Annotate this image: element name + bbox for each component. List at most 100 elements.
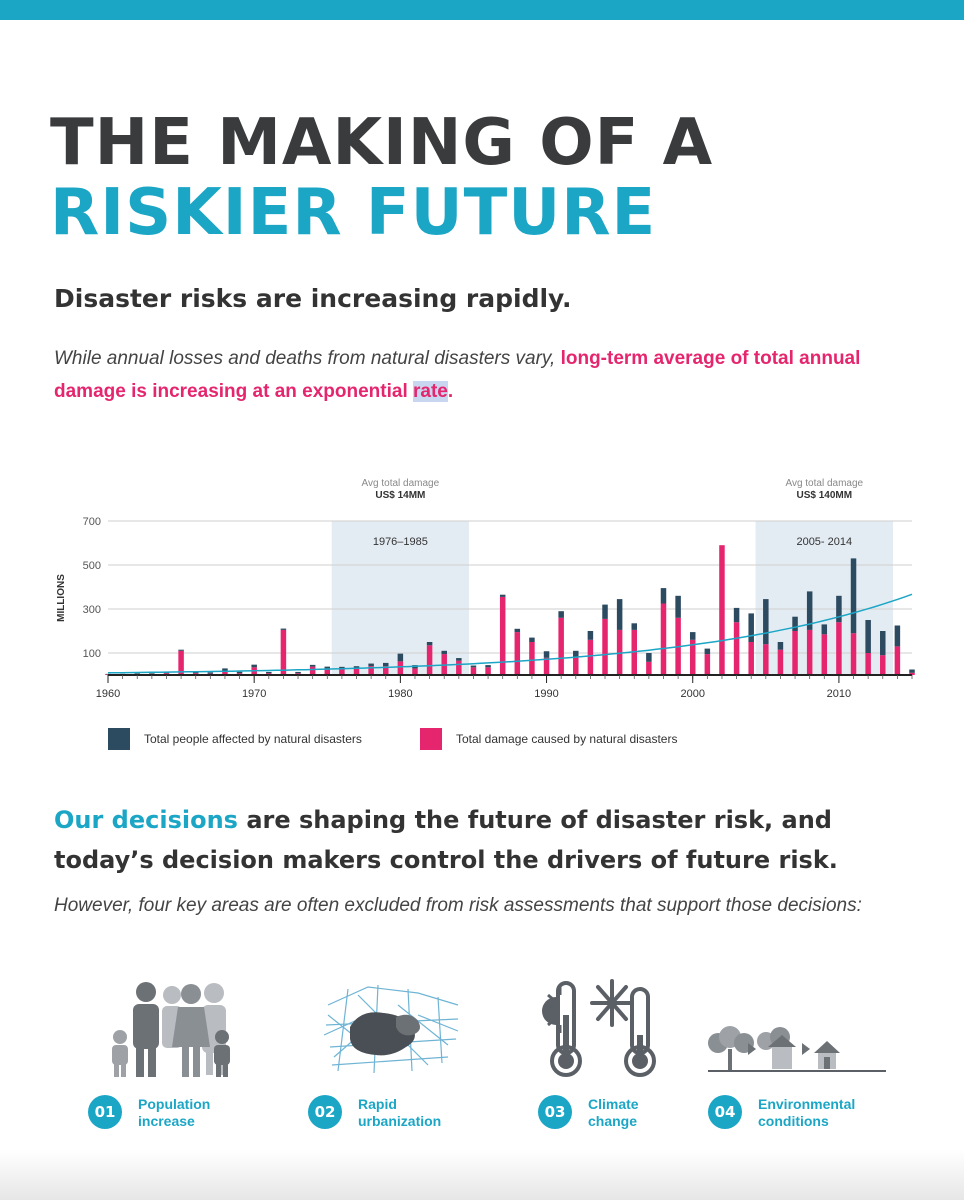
legend-damage-label: Total damage caused by natural disasters xyxy=(456,732,678,746)
bar-damage-1988 xyxy=(514,632,521,675)
bar-people-1995 xyxy=(616,599,623,630)
bar-damage-1982 xyxy=(426,645,433,675)
bar-people-2011 xyxy=(850,558,857,634)
bar-damage-1998 xyxy=(660,603,667,675)
area-label: Climate change xyxy=(588,1096,698,1130)
bar-people-2007 xyxy=(792,616,798,631)
y-axis-label: MILLIONS xyxy=(56,574,67,622)
bar-damage-2004 xyxy=(748,642,754,675)
bar-damage-2000 xyxy=(689,639,696,675)
bar-damage-1986 xyxy=(485,667,491,675)
bar-people-2008 xyxy=(806,591,813,630)
bar-damage-2012 xyxy=(865,653,871,675)
bar-damage-1993 xyxy=(587,639,594,675)
title-line-1: THE MAKING OF A xyxy=(50,106,714,180)
decisions-subtext: However, four key areas are often exclud… xyxy=(54,895,862,916)
avg-damage-label: Avg total damage xyxy=(362,478,440,489)
bar-people-1967 xyxy=(207,672,214,674)
bar-people-1975 xyxy=(324,666,331,669)
bar-people-1987 xyxy=(499,594,506,597)
bar-damage-1968 xyxy=(222,671,228,675)
intro-highlight-text: long-term average of total annual damage… xyxy=(54,348,861,402)
bar-people-1965 xyxy=(178,649,184,651)
legend-damage-swatch xyxy=(420,728,442,750)
y-tick-label: 100 xyxy=(83,648,101,660)
area-label-line2: urbanization xyxy=(358,1113,442,1129)
bar-damage-1987 xyxy=(499,596,506,675)
bar-damage-1980 xyxy=(397,661,404,675)
bar-damage-2003 xyxy=(733,622,740,675)
bar-damage-2011 xyxy=(850,633,857,675)
bar-damage-1981 xyxy=(412,668,418,675)
x-tick-label: 2000 xyxy=(680,688,704,700)
bar-people-2003 xyxy=(733,607,740,623)
intro-paragraph: While annual losses and deaths from natu… xyxy=(54,342,934,408)
legend-people: Total people affected by natural disaste… xyxy=(108,728,362,750)
bar-people-1986 xyxy=(485,665,491,668)
avg-damage-value: US$ 14MM xyxy=(375,490,425,501)
section-heading: Disaster risks are increasing rapidly. xyxy=(54,284,572,313)
bar-people-2001 xyxy=(704,648,711,655)
bar-people-1993 xyxy=(587,631,594,640)
bar-damage-2010 xyxy=(836,622,842,675)
bar-damage-1992 xyxy=(573,657,579,675)
y-tick-label: 300 xyxy=(83,604,101,616)
area-number: 04 xyxy=(708,1095,742,1129)
bar-people-1994 xyxy=(602,604,608,619)
bar-damage-2001 xyxy=(704,654,711,675)
avg-damage-value: US$ 140MM xyxy=(797,490,853,501)
decisions-heading: Our decisions are shaping the future of … xyxy=(54,800,934,880)
bar-people-1996 xyxy=(631,623,638,630)
bar-damage-2013 xyxy=(880,655,886,675)
shaded-period-label: 1976–1985 xyxy=(373,536,428,548)
shaded-period-1 xyxy=(331,521,470,675)
bar-damage-2006 xyxy=(777,649,784,675)
title-line-2: RISKIER FUTURE xyxy=(50,176,657,250)
top-accent-bar xyxy=(0,0,964,20)
x-tick-label: 1990 xyxy=(534,688,558,700)
trees-to-house-icon xyxy=(708,1026,886,1072)
area-number: 01 xyxy=(88,1095,122,1129)
bar-damage-2005 xyxy=(763,644,769,675)
bar-people-2009 xyxy=(821,624,828,635)
area-environment: 04 Environmental conditions xyxy=(708,975,928,1135)
bar-people-1999 xyxy=(675,595,681,618)
decisions-heading-accent: Our decisions xyxy=(54,806,238,834)
bar-people-2010 xyxy=(836,595,842,623)
area-label-line2: conditions xyxy=(758,1113,829,1129)
area-climate: 03 Climate change xyxy=(538,975,758,1135)
bar-damage-2002 xyxy=(719,545,725,675)
page-title: THE MAKING OF A RISKIER FUTURE xyxy=(50,108,713,248)
bar-people-1978 xyxy=(368,663,374,667)
bar-people-2014 xyxy=(894,625,901,647)
area-number: 03 xyxy=(538,1095,572,1129)
family-icon xyxy=(112,982,230,1077)
y-tick-label: 500 xyxy=(83,560,101,572)
intro-selected-text: rate xyxy=(413,381,448,402)
area-label-line1: Climate xyxy=(588,1096,639,1112)
x-tick-label: 1960 xyxy=(96,688,120,700)
bar-people-1979 xyxy=(382,662,389,667)
bar-damage-1972 xyxy=(280,629,287,675)
bar-people-1968 xyxy=(222,668,228,672)
bar-damage-1985 xyxy=(470,667,477,675)
bar-damage-1994 xyxy=(602,618,608,675)
area-population: 01 Population increase xyxy=(88,975,308,1135)
thermometer-icon xyxy=(542,979,656,1077)
bar-damage-1978 xyxy=(368,666,374,675)
bar-people-1991 xyxy=(558,611,564,618)
bar-people-2012 xyxy=(865,620,871,653)
area-label-line1: Population xyxy=(138,1096,211,1112)
bar-damage-2015 xyxy=(909,672,915,675)
bar-people-1989 xyxy=(529,637,535,642)
bar-people-1983 xyxy=(441,650,447,655)
bar-damage-2009 xyxy=(821,634,828,675)
bar-people-2006 xyxy=(777,642,784,650)
x-tick-label: 1970 xyxy=(242,688,266,700)
bar-people-1980 xyxy=(397,653,404,662)
trend-line xyxy=(107,593,913,674)
x-tick-label: 2010 xyxy=(827,688,851,700)
bar-people-1971 xyxy=(266,671,272,674)
bar-damage-1975 xyxy=(324,668,331,675)
